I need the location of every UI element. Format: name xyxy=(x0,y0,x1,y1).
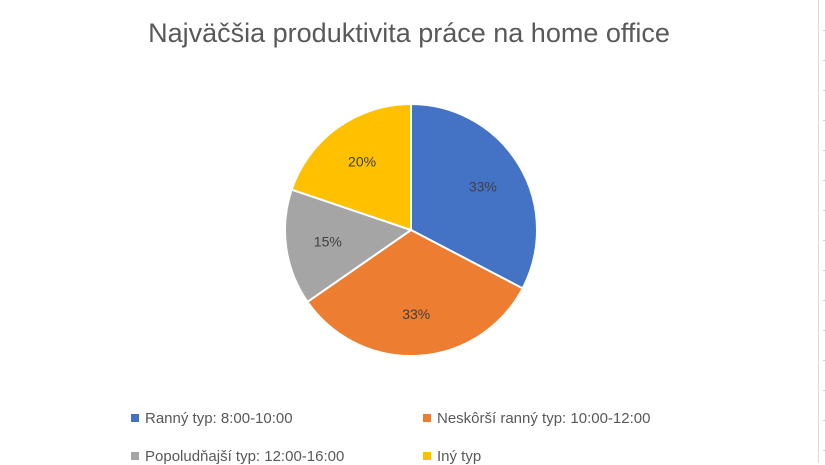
edge-tick xyxy=(823,90,825,91)
legend-swatch xyxy=(423,452,431,461)
edge-tick xyxy=(823,120,825,121)
data-label-slice-popoludnajsi-typ: 15% xyxy=(314,234,342,250)
legend-item-neskorsi-ranny-typ: Neskôrší ranný typ: 10:00-12:00 xyxy=(423,410,650,427)
legend-swatch xyxy=(423,414,431,423)
edge-tick xyxy=(823,210,825,211)
legend-swatch xyxy=(131,414,139,423)
data-label-slice-ranny-typ: 33% xyxy=(469,179,497,195)
legend-item-popoludnajsi-typ: Popoludňajší typ: 12:00-16:00 xyxy=(131,448,344,465)
edge-tick xyxy=(823,30,825,31)
data-label-slice-iny-typ: 20% xyxy=(348,154,376,170)
slice-ranny-typ xyxy=(410,102,538,290)
legend-label: Ranný typ: 8:00-10:00 xyxy=(145,410,293,427)
legend-label: Neskôrší ranný typ: 10:00-12:00 xyxy=(437,410,651,427)
legend-item-iny-typ: Iný typ xyxy=(423,448,481,465)
legend-label: Iný typ xyxy=(437,448,482,465)
edge-tick xyxy=(823,150,825,151)
edge-tick xyxy=(823,300,825,301)
edge-tick xyxy=(823,390,825,391)
legend-label: Popoludňajší typ: 12:00-16:00 xyxy=(145,448,345,465)
edge-tick xyxy=(823,360,825,361)
slice-popoludnajsi-typ xyxy=(284,188,414,304)
edge-tick xyxy=(823,270,825,271)
legend-swatch xyxy=(131,452,139,461)
edge-tick xyxy=(823,240,825,241)
edge-tick xyxy=(823,60,825,61)
legend-item-ranny-typ: Ranný typ: 8:00-10:00 xyxy=(131,410,293,427)
edge-tick xyxy=(823,180,825,181)
slice-iny-typ xyxy=(290,102,412,232)
chart-title: Najväčšia produktivita práce na home off… xyxy=(148,18,670,48)
edge-tick xyxy=(823,420,825,421)
slice-neskorsi-ranny-typ xyxy=(306,228,524,357)
edge-tick xyxy=(823,450,825,451)
adjacent-sheet-edge xyxy=(818,0,825,463)
data-label-slice-neskorsi-ranny-typ: 33% xyxy=(402,306,430,322)
edge-tick xyxy=(823,330,825,331)
